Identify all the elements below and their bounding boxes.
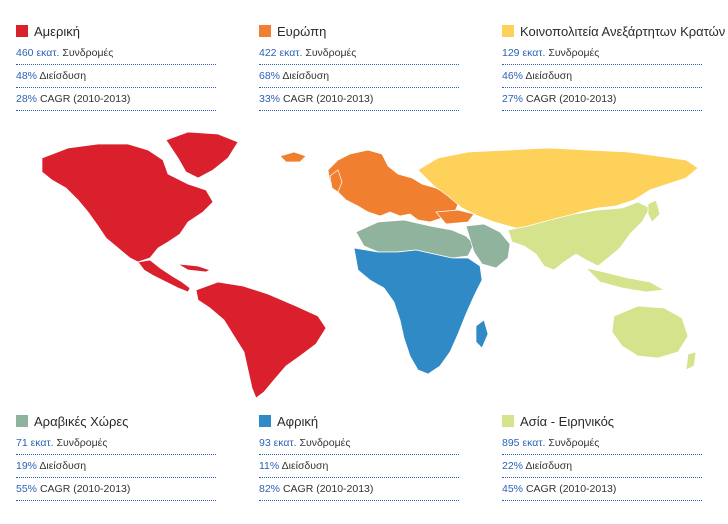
region-title: Αφρική <box>277 413 319 429</box>
region-title: Αραβικές Χώρες <box>34 413 129 429</box>
subscriptions-row: 129 εκατ. Συνδρομές <box>502 42 702 65</box>
subscriptions-row: 460 εκατ. Συνδρομές <box>16 42 216 65</box>
region-panel-cis: Κοινοπολιτεία Ανεξάρτητων Κρατών 129 εκα… <box>502 20 725 111</box>
map-central-america <box>137 259 191 293</box>
world-map <box>41 131 699 399</box>
cis-swatch <box>502 25 514 37</box>
subscriptions-row: 71 εκατ. Συνδρομές <box>16 432 216 455</box>
america-swatch <box>16 25 28 37</box>
map-madagascar <box>475 319 489 349</box>
map-asia <box>507 201 651 271</box>
map-turkey <box>435 209 475 225</box>
subscriptions-row: 895 εκατ. Συνδρομές <box>502 432 702 455</box>
penetration-row: 46% Διείσδυση <box>502 65 702 88</box>
map-uk <box>329 169 343 193</box>
map-new-zealand <box>685 351 697 371</box>
cagr-row: 55% CAGR (2010-2013) <box>16 478 216 501</box>
map-south-america <box>195 281 327 399</box>
arab-swatch <box>16 415 28 427</box>
cagr-row: 82% CAGR (2010-2013) <box>259 478 459 501</box>
map-arab-middle-east <box>465 223 511 269</box>
penetration-row: 22% Διείσδυση <box>502 455 702 478</box>
subscriptions-row: 422 εκατ. Συνδρομές <box>259 42 459 65</box>
region-title: Ευρώπη <box>277 23 327 39</box>
region-title: Κοινοπολιτεία Ανεξάρτητων Κρατών <box>520 23 726 39</box>
map-north-america <box>41 143 214 263</box>
map-australia <box>611 305 689 359</box>
penetration-row: 48% Διείσδυση <box>16 65 216 88</box>
region-title: Αμερική <box>34 23 80 39</box>
region-title: Ασία - Ειρηνικός <box>520 413 615 429</box>
asia-swatch <box>502 415 514 427</box>
map-africa <box>353 247 483 375</box>
cagr-row: 45% CAGR (2010-2013) <box>502 478 702 501</box>
map-iceland <box>279 151 307 163</box>
subscriptions-row: 93 εκατ. Συνδρομές <box>259 432 459 455</box>
africa-swatch <box>259 415 271 427</box>
region-panel-america: Αμερική 460 εκατ. Συνδρομές 48% Διείσδυσ… <box>16 20 216 111</box>
map-caribbean <box>177 263 211 273</box>
penetration-row: 11% Διείσδυση <box>259 455 459 478</box>
cagr-row: 27% CAGR (2010-2013) <box>502 88 702 111</box>
map-greenland <box>165 131 239 179</box>
region-panel-europe: Ευρώπη 422 εκατ. Συνδρομές 68% Διείσδυση… <box>259 20 459 111</box>
map-cis <box>417 147 699 229</box>
cagr-row: 33% CAGR (2010-2013) <box>259 88 459 111</box>
penetration-row: 68% Διείσδυση <box>259 65 459 88</box>
cagr-row: 28% CAGR (2010-2013) <box>16 88 216 111</box>
europe-swatch <box>259 25 271 37</box>
penetration-row: 19% Διείσδυση <box>16 455 216 478</box>
region-panel-africa: Αφρική 93 εκατ. Συνδρομές 11% Διείσδυση … <box>259 410 459 501</box>
region-panel-asia: Ασία - Ειρηνικός 895 εκατ. Συνδρομές 22%… <box>502 410 702 501</box>
region-panel-arab: Αραβικές Χώρες 71 εκατ. Συνδρομές 19% Δι… <box>16 410 216 501</box>
map-japan <box>647 199 661 223</box>
map-southeast-asia <box>584 267 666 293</box>
